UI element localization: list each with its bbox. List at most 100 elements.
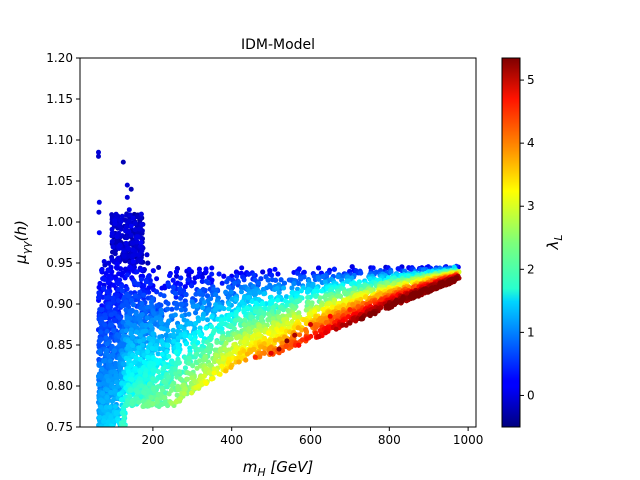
data-point [107,404,113,410]
data-point [182,365,188,371]
data-point [117,342,123,348]
data-point [199,279,205,284]
data-point [170,284,176,290]
data-point [125,382,131,388]
data-point [96,153,101,159]
data-point [133,293,138,299]
data-point [165,342,170,348]
data-point [98,404,104,410]
data-point [97,414,103,420]
data-point [114,280,120,286]
data-point [113,211,119,217]
data-point [192,338,198,343]
data-point [213,292,219,298]
data-point [193,291,199,297]
data-point [128,387,134,393]
data-point [142,390,147,396]
data-point [118,219,124,225]
data-point [165,306,171,312]
data-point [214,339,220,345]
data-point [134,269,140,275]
data-point [137,332,143,338]
data-point [178,307,184,313]
data-point [172,366,178,372]
data-point [107,358,113,364]
data-point [114,234,120,240]
data-point [194,303,200,309]
data-point [113,373,119,379]
data-point [115,287,121,293]
data-point [193,321,199,326]
data-point [150,268,156,274]
data-point [313,293,319,299]
data-point [246,271,252,277]
data-point [184,376,190,382]
data-point [145,349,151,355]
data-point [101,259,107,264]
data-point [129,298,134,303]
data-point [153,315,159,321]
data-point [117,242,123,248]
data-point [200,292,206,298]
data-point [135,281,141,287]
data-point [211,328,217,334]
data-point [100,380,106,386]
data-point [101,418,107,424]
scatter-points [96,149,462,427]
data-point [129,377,135,382]
data-point [183,292,189,298]
data-point [183,302,189,307]
data-point [273,277,279,283]
data-point [162,395,168,400]
data-point [159,320,164,326]
data-point [113,337,119,343]
data-point [117,323,123,329]
data-point [124,286,130,292]
data-point [272,266,278,272]
data-point [137,369,143,375]
data-point [154,397,160,402]
data-point [138,267,144,273]
data-point [111,396,117,402]
data-point [331,266,337,272]
data-point [197,270,203,276]
data-point [209,271,215,277]
data-point [165,281,171,287]
data-point [288,277,294,283]
data-point [111,348,117,354]
data-point [96,209,102,215]
data-point [124,194,130,200]
data-point [199,274,205,280]
data-point [178,324,184,330]
data-point [265,277,271,283]
data-point [115,256,121,262]
data-point [233,317,238,323]
data-point [121,248,127,254]
data-point [166,353,172,359]
data-point [143,323,149,328]
data-point [187,321,192,327]
data-point [137,226,142,232]
data-point [158,325,164,331]
data-point [100,390,106,396]
data-point [139,222,145,228]
data-point [109,239,115,244]
data-point [128,331,134,337]
data-point [182,284,188,290]
data-point [178,275,184,281]
data-point [96,342,102,348]
data-point [213,288,219,294]
data-point [97,349,103,355]
data-point [112,388,118,394]
data-point [128,232,134,238]
data-point [275,309,281,315]
data-point [255,280,261,286]
data-point [130,247,136,253]
data-point [205,308,211,314]
data-point [136,252,142,258]
data-point [233,297,239,303]
data-point [123,266,128,272]
data-point [130,343,136,349]
data-point [169,306,175,312]
